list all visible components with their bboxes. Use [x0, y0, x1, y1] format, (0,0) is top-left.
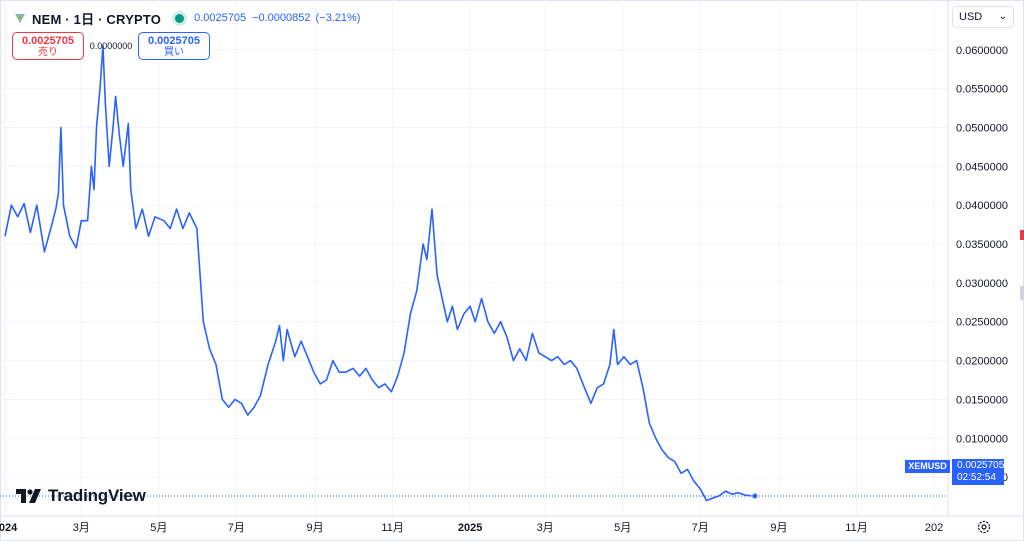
y-tick-label: 0.0150000 [956, 394, 1008, 406]
buy-price: 0.0025705 [148, 35, 200, 47]
currency-value: USD [959, 11, 983, 23]
x-tick-label: 5月 [150, 522, 167, 534]
symbol-title[interactable]: NEM · 1日 · CRYPTO [32, 11, 162, 27]
current-price-value: 0.0025705 [957, 460, 1005, 471]
scroll-marker [1020, 286, 1024, 300]
currency-select[interactable]: USD ⌄ [952, 6, 1014, 28]
gear-icon[interactable] [976, 519, 992, 535]
x-tick-label: 5月 [614, 522, 631, 534]
y-tick-label: 0.0400000 [956, 200, 1008, 212]
x-tick-label: 2025 [458, 522, 482, 534]
logo-text: TradingView [48, 486, 146, 505]
price-axis[interactable]: 0.0600000 0.0550000 0.0500000 0.0450000 0.04… [956, 45, 1008, 484]
symbol-header: NEM · 1日 · CRYPTO 0.0025705 −0.0000852 (… [14, 9, 360, 27]
last-price-dot [751, 492, 759, 500]
sell-label: 売り [38, 47, 58, 58]
alert-marker [1020, 230, 1024, 240]
chevron-down-icon: ⌄ [998, 11, 1007, 22]
y-tick-label: 0.0500000 [956, 122, 1008, 134]
sell-price: 0.0025705 [22, 35, 74, 47]
y-tick-label: 0.0350000 [956, 239, 1008, 251]
y-tick-label: 0.0450000 [956, 161, 1008, 173]
x-tick-label: 9月 [770, 522, 787, 534]
header-price: 0.0025705 [194, 12, 247, 24]
candle-countdown: 02:52:54 [957, 472, 996, 483]
x-tick-label: 11月 [381, 522, 403, 534]
x-tick-label: 3月 [73, 522, 90, 534]
y-tick-label: 0.0200000 [956, 356, 1008, 368]
y-tick-label: 0.0550000 [956, 84, 1008, 96]
y-tick-label: 0.0300000 [956, 278, 1008, 290]
price-series-line [4, 45, 755, 502]
current-price-label: 0.0025705 02:52:54 [952, 459, 1004, 485]
x-tick-label: 11月 [845, 522, 867, 534]
header-change: −0.0000852 [252, 12, 311, 24]
header-change-percent: (−3.21%) [315, 12, 361, 24]
spread-value: 0.0000000 [89, 41, 133, 51]
buy-button[interactable]: 0.0025705 買い [138, 32, 210, 60]
sell-button[interactable]: 0.0025705 売り [12, 32, 84, 60]
x-tick-label: 7月 [692, 522, 709, 534]
x-tick-label: 7月 [228, 522, 245, 534]
x-tick-label: 9月 [307, 522, 324, 534]
tradingview-logo-icon [16, 489, 41, 503]
buy-label: 買い [164, 47, 184, 58]
time-axis[interactable]: 2024 3月 5月 7月 9月 11月 2025 3月 5月 7月 9月 11月 202 [0, 522, 943, 534]
x-tick-label: 3月 [537, 522, 554, 534]
ticker-label: XEMUSD [905, 460, 950, 473]
x-tick-label: 2024 [0, 522, 18, 534]
nem-coin-icon [15, 14, 25, 23]
x-tick-label: 202 [925, 522, 943, 534]
y-tick-label: 0.0100000 [956, 433, 1008, 445]
market-status-icon [175, 13, 185, 23]
y-tick-label: 0.0600000 [956, 45, 1008, 57]
tradingview-logo[interactable]: TradingView [16, 486, 146, 506]
y-tick-label: 0.0250000 [956, 317, 1008, 329]
grid [0, 0, 948, 516]
